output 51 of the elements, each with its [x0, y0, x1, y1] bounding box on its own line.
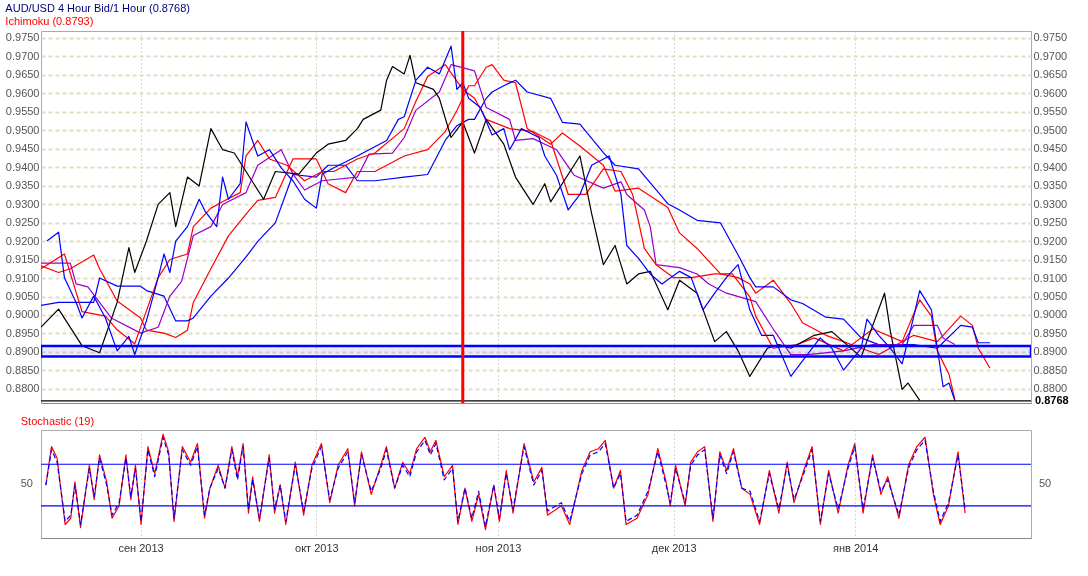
y-tick-label: 0.9250: [5, 216, 40, 229]
y2-tick-label: 0.9500: [1033, 123, 1068, 136]
y-tick-label: 0.9750: [5, 31, 40, 44]
y2-tick-label: 0.9700: [1033, 49, 1068, 62]
y-tick-label: 0.9700: [5, 49, 40, 62]
y2-tick-label: 0.9050: [1033, 290, 1068, 302]
chart-subtitle: Ichimoku (0.8793): [5, 14, 94, 27]
ref-line-label: 0.8768: [1035, 393, 1069, 406]
chart-title: Stochastic (19): [20, 415, 95, 427]
x-tick-label: сен 2013: [118, 541, 164, 554]
text: 50: [20, 477, 33, 489]
y2-tick-label: 0.9750: [1033, 31, 1068, 44]
y-tick-label: 0.9450: [5, 142, 40, 155]
y2-tick-label: 0.8950: [1033, 326, 1068, 339]
y-tick-label: 0.8950: [5, 326, 40, 339]
y2-tick-label: 0.9550: [1033, 105, 1068, 118]
y-tick-label: 0.8900: [5, 345, 40, 358]
y2-tick-label: 0.8900: [1033, 345, 1068, 358]
y-tick-label: 0.9100: [5, 271, 40, 284]
y-tick-label: 0.9500: [5, 123, 40, 136]
x-tick-label: янв 2014: [833, 541, 879, 554]
y2-tick-label: 0.9100: [1033, 271, 1068, 284]
y2-tick-label: 0.8850: [1033, 363, 1068, 376]
y-tick-label: 0.9550: [5, 105, 40, 118]
y-tick-label: 0.9150: [5, 253, 40, 266]
y-tick-label: 0.9650: [5, 68, 40, 81]
y2-tick-label: 0.8800: [1033, 382, 1068, 395]
y2-tick-label: 0.9300: [1033, 197, 1068, 210]
y-tick-label: 0.9050: [5, 290, 40, 302]
y2-tick-label: 0.9200: [1033, 234, 1068, 247]
y-tick-label: 0.9350: [5, 179, 40, 192]
y2-tick-label: 0.9400: [1033, 160, 1068, 173]
y2-tick-label: 0.9150: [1033, 253, 1068, 266]
x-tick-label: ноя 2013: [475, 541, 522, 554]
y-tick-label: 0.9200: [5, 234, 40, 247]
y2-tick-label: 0.9350: [1033, 179, 1068, 192]
y-tick-label: 0.9000: [5, 308, 40, 321]
text: 50: [1039, 477, 1052, 489]
y2-tick-label: 0.9650: [1033, 68, 1068, 81]
y2-tick-label: 0.9000: [1033, 308, 1068, 321]
y2-tick-label: 0.9250: [1033, 216, 1068, 229]
y-tick-label: 0.9300: [5, 197, 40, 210]
x-tick-label: окт 2013: [295, 541, 339, 554]
y-tick-label: 0.9600: [5, 86, 40, 99]
x-tick-label: дек 2013: [651, 541, 697, 554]
y2-tick-label: 0.9450: [1033, 142, 1068, 155]
chart-title: AUD/USD 4 Hour Bid/1 Hour (0.8768): [5, 1, 190, 14]
y-tick-label: 0.8850: [5, 363, 40, 376]
y-tick-label: 0.9400: [5, 160, 40, 173]
y-tick-label: 0.8800: [5, 382, 40, 395]
y2-tick-label: 0.9600: [1033, 86, 1068, 99]
